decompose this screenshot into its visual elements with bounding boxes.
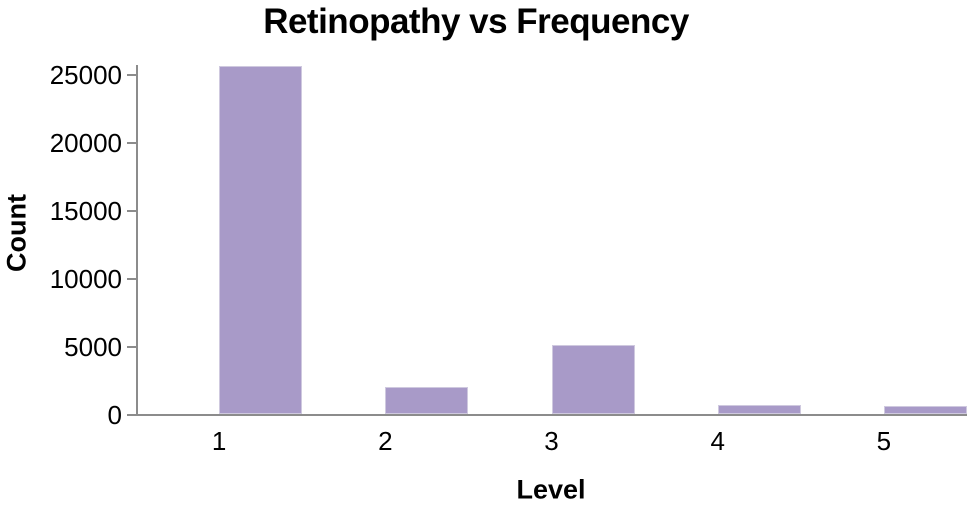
y-axis-title: Count: [1, 194, 32, 272]
x-tick-label: 3: [544, 426, 559, 456]
y-tick-mark: [127, 210, 137, 212]
plot-area: 0 5000 10000 15000 20000 25000 1 2 3 4 5: [50, 62, 967, 454]
y-tick-mark: [127, 74, 137, 76]
y-tick-mark: [127, 346, 137, 348]
bar-level-3: [551, 345, 635, 414]
y-tick-mark: [127, 278, 137, 280]
y-tick-mark: [127, 414, 137, 416]
y-tick-label: 25000: [49, 60, 122, 90]
y-tick-label: 5000: [64, 332, 122, 362]
y-tick-label: 0: [107, 400, 122, 430]
y-tick-mark: [127, 142, 137, 144]
x-tick-label: 1: [211, 426, 227, 456]
x-axis-line: [136, 414, 967, 416]
bar-level-2: [385, 387, 469, 414]
y-tick-label: 15000: [49, 196, 122, 226]
bar-level-1: [219, 66, 303, 414]
chart-title: Retinopathy vs Frequency: [263, 2, 689, 41]
bar-level-4: [717, 405, 801, 414]
x-tick-label: 5: [876, 426, 892, 456]
y-tick-label: 10000: [49, 264, 122, 294]
y-tick-label: 20000: [49, 128, 122, 158]
bar-level-5: [883, 406, 967, 414]
x-tick-label: 2: [378, 426, 393, 456]
x-tick-label: 4: [710, 426, 725, 456]
x-axis-title: Level: [516, 474, 586, 505]
y-axis-line: [136, 65, 138, 416]
